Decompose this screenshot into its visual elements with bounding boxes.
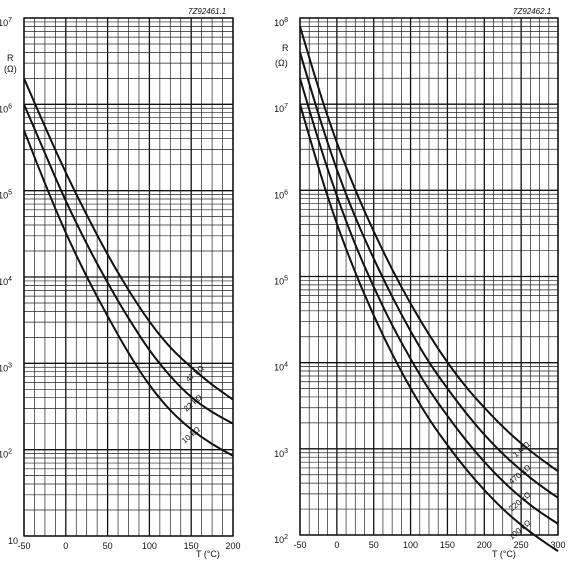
chart1-ytick-label: 104	[0, 276, 12, 287]
chart1-ytick-exponent: 3	[8, 362, 12, 369]
chart1-xtick-label: 200	[225, 541, 240, 551]
chart1-ytick-label: 107	[0, 17, 12, 28]
chart2-xtick-label: 100	[403, 540, 418, 550]
chart1-ytick-label: 106	[0, 103, 12, 114]
chart2-ytick-exponent: 5	[284, 276, 288, 283]
chart1-ytick-exponent: 6	[8, 103, 12, 110]
chart1-ylabel-unit: (Ω)	[4, 64, 17, 74]
chart1-ytick-label: 102	[0, 449, 12, 460]
chart2-series-line	[299, 103, 559, 552]
chart2-ytick-exponent: 8	[284, 17, 288, 24]
chart1-series-line	[23, 103, 234, 425]
chart1-ytick-label: 105	[0, 190, 12, 201]
chart2-xtick-label: 250	[514, 540, 529, 550]
chart1-ytick-exponent: 4	[8, 276, 12, 283]
chart2-series-label: 220 kΩ	[507, 490, 532, 513]
chart2-ytick-label: 107	[274, 103, 288, 114]
chart1-ylabel-symbol: R	[7, 53, 14, 63]
chart2-code: 7Z92462.1	[513, 7, 551, 16]
chart1-xtick-label: 50	[103, 541, 113, 551]
chart1-xtick-label: 100	[142, 541, 157, 551]
chart1-code: 7Z92461.1	[188, 7, 226, 16]
chart2-xtick-label: 200	[477, 540, 492, 550]
chart1-xtick-label: 150	[184, 541, 199, 551]
chart2-ylabel-symbol: R	[282, 43, 289, 53]
chart1-ytick-label: 103	[0, 362, 12, 373]
chart2-xtick-label: 150	[440, 540, 455, 550]
chart2-ylabel-unit: (Ω)	[275, 58, 288, 68]
chart2-ytick-label: 106	[274, 189, 288, 200]
chart1-series-label: 47 kΩ	[184, 364, 206, 384]
chart2-ytick-label: 103	[274, 448, 288, 459]
chart2-xlabel: T (°C)	[492, 549, 516, 559]
chart1-series-line	[23, 129, 234, 457]
chart2-frame	[299, 17, 559, 536]
chart1-xlabel: T (°C)	[196, 549, 220, 559]
chart2-xtick-label: 0	[334, 540, 339, 550]
chart2-ytick-label: 108	[274, 17, 288, 28]
chart2-plot: -50 0 50 100 150 200 250 300 102 103 104 105 106 107 1…	[274, 17, 566, 552]
chart2-ytick-label: 105	[274, 276, 288, 287]
chart1-ytick-exponent: 2	[8, 449, 12, 456]
chart2-xtick-label: -50	[293, 540, 306, 550]
chart1-plot: -50 0 50 100 150 200 10 102 103 104 105 106 107 47 kΩ…	[0, 17, 241, 551]
chart1-series-line	[23, 77, 234, 401]
chart1-ytick-label: 10	[8, 536, 18, 546]
chart1-xtick-label: -50	[17, 541, 30, 551]
chart2-ytick-exponent: 7	[284, 103, 288, 110]
chart2-ytick-exponent: 4	[284, 362, 288, 369]
chart2-ytick-exponent: 2	[284, 534, 288, 541]
chart2-ytick-exponent: 6	[284, 189, 288, 196]
chart1-ytick-exponent: 5	[8, 190, 12, 197]
chart1-ytick-exponent: 7	[8, 17, 12, 24]
chart2-series-line	[299, 26, 559, 473]
chart2-series-line	[299, 77, 559, 525]
chart2-xtick-label: 50	[369, 540, 379, 550]
chart1-frame	[23, 17, 234, 537]
chart2-xtick-label: 300	[550, 540, 565, 550]
chart2-series-line	[299, 52, 559, 499]
chart2-ytick-label: 104	[274, 362, 288, 373]
chart2-ytick-label: 102	[274, 534, 288, 545]
chart2-ytick-exponent: 3	[284, 448, 288, 455]
chart1-xtick-label: 0	[63, 541, 68, 551]
